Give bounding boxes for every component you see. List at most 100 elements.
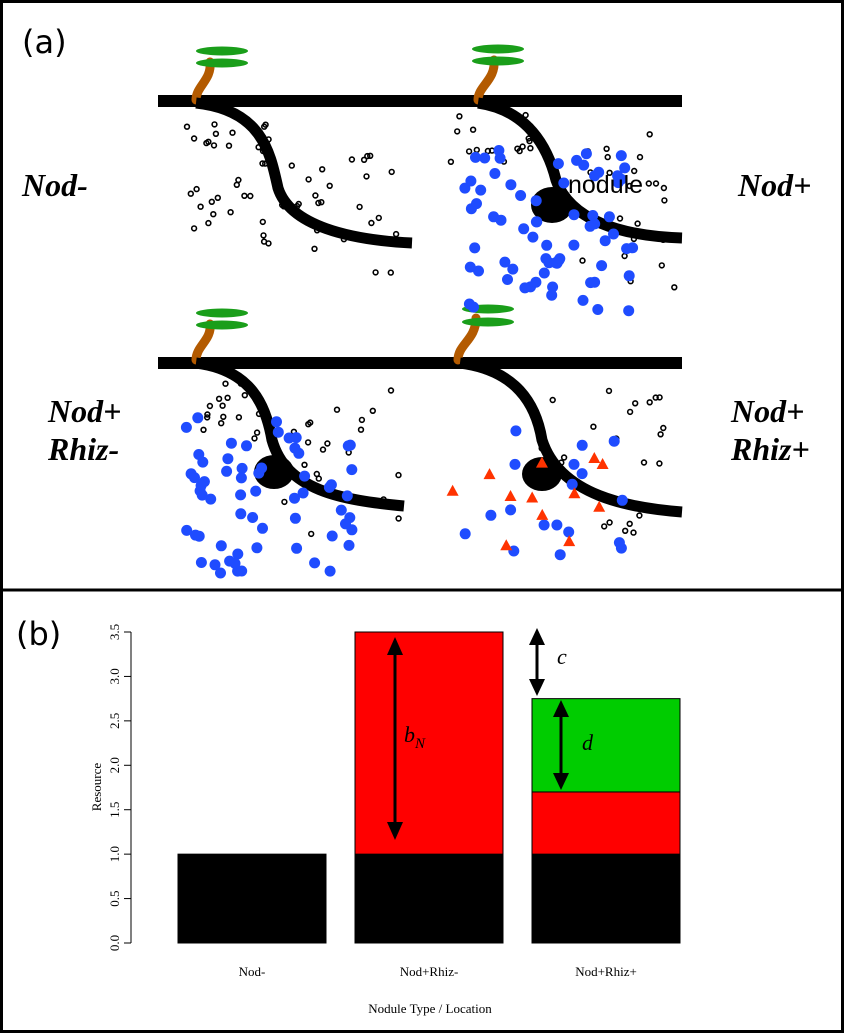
plant-stem [191, 57, 215, 105]
nodule-label: nodule [568, 171, 643, 199]
bacterium [187, 190, 195, 197]
label-bN-sub: N [414, 736, 426, 752]
rhizobium-cell [538, 519, 550, 531]
bacterium [278, 467, 285, 474]
bacterium [235, 176, 242, 184]
rhizobium-cell [196, 489, 208, 501]
rhizobium-cell [299, 470, 311, 482]
bacterium [606, 169, 613, 177]
soil-surface-bottom [158, 357, 682, 369]
bacterium [621, 527, 629, 534]
bacterium [304, 439, 312, 446]
plant-leaf [196, 308, 248, 318]
bacterium [560, 454, 568, 461]
panel-b: (b) 0.0 0.5 1.0 1.5 2.0 2.5 3.0 3.5 Nod- Nod+Rhi… [16, 615, 681, 1016]
rhizobium-cell [471, 198, 482, 210]
arrow-head [529, 628, 545, 645]
bacterium [203, 139, 210, 147]
rhizobium-cell [190, 529, 201, 541]
rhizobium-cell [335, 504, 347, 516]
bacterium [656, 394, 663, 401]
bacterium [259, 218, 266, 226]
rhizobia-cells [180, 145, 639, 579]
bacterium [604, 153, 611, 161]
rhizobium-cell [236, 462, 248, 474]
bacterium [315, 475, 322, 482]
rhizobium-cell [346, 464, 358, 476]
rhizobium-cell [587, 210, 599, 221]
label-c: c [557, 644, 567, 669]
bacterium [265, 240, 272, 247]
rhizobium-cell [309, 557, 321, 569]
bacterium [447, 158, 455, 166]
mutualist-cell [504, 490, 517, 502]
bacterium [307, 419, 314, 426]
rhizobium-cell [623, 305, 635, 317]
bacterium [372, 269, 379, 276]
bacterium [340, 236, 348, 243]
y-tick-label: 1.5 [107, 802, 122, 818]
bacterium [348, 156, 356, 163]
rhizobium-cell [571, 154, 583, 166]
rhizobium-cell [180, 421, 192, 433]
rhizobium-cell [580, 148, 592, 160]
bacterium [260, 232, 267, 239]
rhizobium-cell [195, 480, 207, 492]
x-tick-label: Nod- [239, 964, 266, 979]
bacterium [204, 414, 211, 421]
bacterium [313, 227, 321, 234]
bacterium [312, 192, 319, 199]
scenario-label-nod-rhiz-minus-line2: Rhiz- [47, 431, 119, 467]
bacterium [293, 202, 301, 210]
rhizobium-cell [592, 304, 604, 315]
rhizobium-cell [510, 425, 522, 437]
bacterium [305, 176, 312, 183]
bacterium [626, 408, 634, 416]
bacterium [301, 461, 308, 468]
bacterium [659, 236, 667, 244]
rhizobium-cell [615, 150, 627, 162]
rhizobium-cell [531, 216, 543, 228]
arrow-d [553, 700, 569, 790]
bacterium [327, 226, 334, 233]
rhizobium-cell [554, 253, 566, 265]
bacterium [358, 416, 366, 424]
rhizobium-cell [341, 490, 353, 502]
plant-leaf [472, 56, 524, 66]
rhizobium-cell [515, 190, 527, 201]
rhizobium-cell [546, 289, 558, 301]
rhizobium-cell [224, 555, 236, 567]
bacterium [652, 394, 659, 401]
rhizobium-cell [222, 453, 234, 465]
bacterium [387, 269, 394, 276]
arrow-c [529, 628, 545, 696]
bacterium [640, 459, 648, 466]
rhizobium-cell [289, 512, 301, 524]
bacterium [626, 182, 633, 190]
rhizobium-cell [250, 485, 262, 497]
bacterium [661, 197, 668, 204]
rhizobium-cell [502, 274, 513, 285]
rhizobium-cell [518, 223, 530, 235]
mutualist-cell [483, 468, 496, 480]
bacterium [183, 123, 191, 130]
rhizobium-cell [326, 530, 338, 542]
bacterium [605, 387, 613, 395]
bar-segment [531, 853, 681, 944]
bacterium [206, 402, 214, 410]
rhizobium-cell [538, 267, 550, 279]
bacterium [626, 520, 633, 527]
rhizobium-cell [324, 565, 336, 577]
bacterium [356, 203, 363, 211]
bacterium [224, 394, 231, 401]
plant-leaf [196, 320, 248, 330]
bacterium [484, 147, 492, 155]
rhizobium-cell [463, 298, 475, 310]
y-tick-label: 0.5 [107, 890, 122, 906]
bacterium [616, 215, 624, 222]
plant-leaf [472, 44, 524, 54]
bacterium [526, 137, 533, 145]
arrow-head [387, 822, 403, 840]
plant-2 [472, 44, 524, 105]
